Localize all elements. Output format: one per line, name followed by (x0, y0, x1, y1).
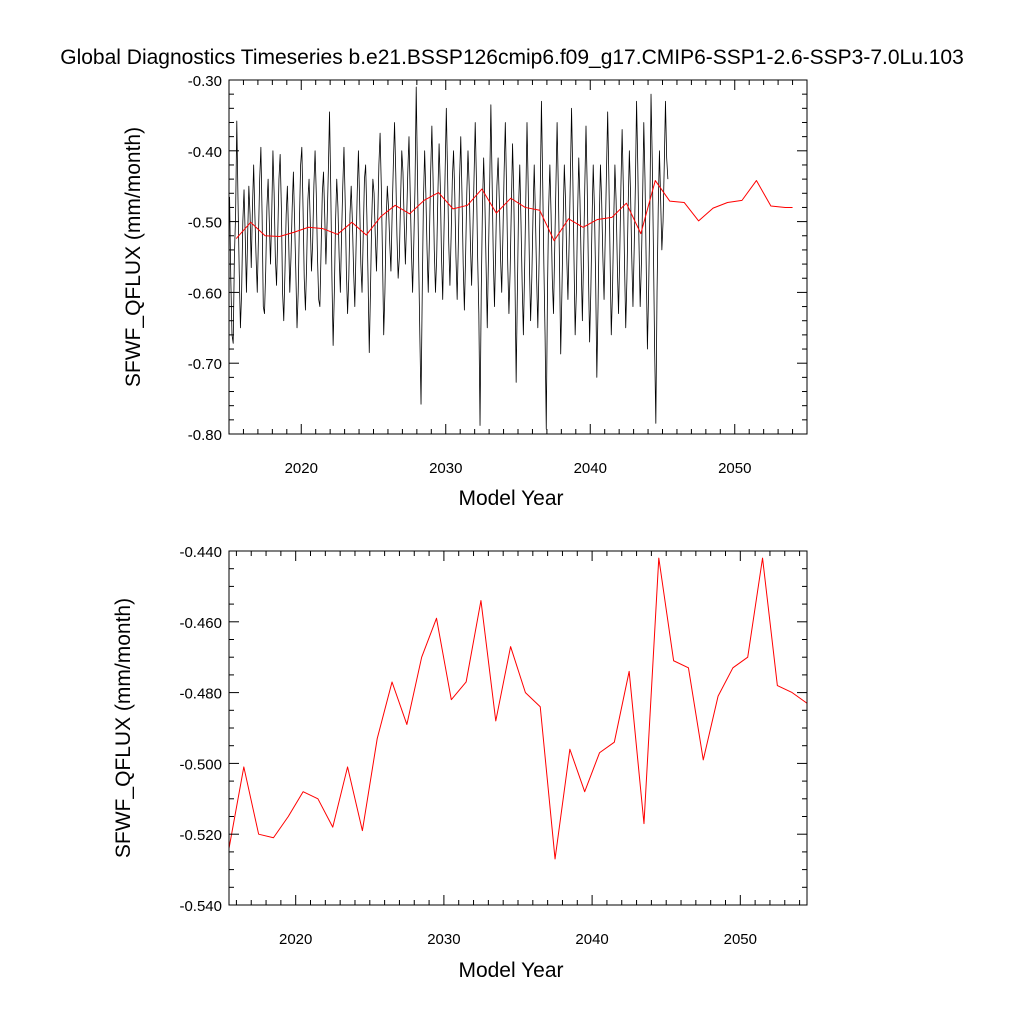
bottom-y-tick-label: -0.440 (179, 544, 222, 561)
top-series-annual-line (235, 180, 793, 242)
bottom-y-tick-label: -0.500 (179, 756, 222, 773)
bottom-x-tick-label: 2030 (427, 931, 460, 948)
top-y-tick-label: -0.70 (188, 356, 222, 373)
top-x-tick-label: 2030 (429, 460, 462, 477)
bottom-y-tick-label: -0.460 (179, 615, 222, 632)
bottom-panel-series (228, 557, 808, 860)
bottom-y-tick-label: -0.480 (179, 686, 222, 703)
top-panel: 2020 2030 2040 2050 -0.80 -0.70 -0.60 -0.50 -0.4… (122, 73, 808, 510)
figure-title: Global Diagnostics Timeseries b.e21.BSSP… (60, 46, 964, 69)
bottom-panel-labels: 2020 2030 2040 2050 -0.540 -0.520 -0.500 -0.480… (179, 544, 757, 948)
top-series-monthly-line (229, 86, 669, 430)
top-y-tick-label: -0.30 (188, 73, 222, 90)
top-x-tick-label: 2020 (285, 460, 318, 477)
bottom-x-axis-title: Model Year (458, 959, 563, 982)
bottom-x-tick-label: 2020 (279, 931, 312, 948)
bottom-series-annual-line (228, 557, 808, 860)
bottom-panel: 2020 2030 2040 2050 -0.540 -0.520 -0.500 -0.480… (112, 544, 808, 982)
top-panel-labels: 2020 2030 2040 2050 -0.80 -0.70 -0.60 -0.50 -0.4… (188, 73, 752, 477)
bottom-y-axis-title: SFWF_QFLUX (mm/month) (112, 598, 135, 858)
top-y-tick-label: -0.50 (188, 215, 222, 232)
top-x-axis-title: Model Year (458, 487, 563, 510)
top-y-tick-label: -0.60 (188, 285, 222, 302)
bottom-x-tick-label: 2050 (724, 931, 757, 948)
top-panel-ticks (228, 79, 808, 435)
top-y-tick-label: -0.40 (188, 144, 222, 161)
bottom-x-tick-label: 2040 (575, 931, 608, 948)
bottom-panel-frame (228, 550, 808, 906)
bottom-y-tick-label: -0.540 (179, 898, 222, 915)
top-panel-frame (228, 79, 808, 435)
bottom-y-tick-label: -0.520 (179, 827, 222, 844)
top-x-tick-label: 2050 (718, 460, 751, 477)
top-y-axis-title: SFWF_QFLUX (mm/month) (122, 127, 145, 387)
top-x-tick-label: 2040 (574, 460, 607, 477)
top-panel-series (229, 86, 793, 430)
top-y-tick-label: -0.80 (188, 427, 222, 444)
